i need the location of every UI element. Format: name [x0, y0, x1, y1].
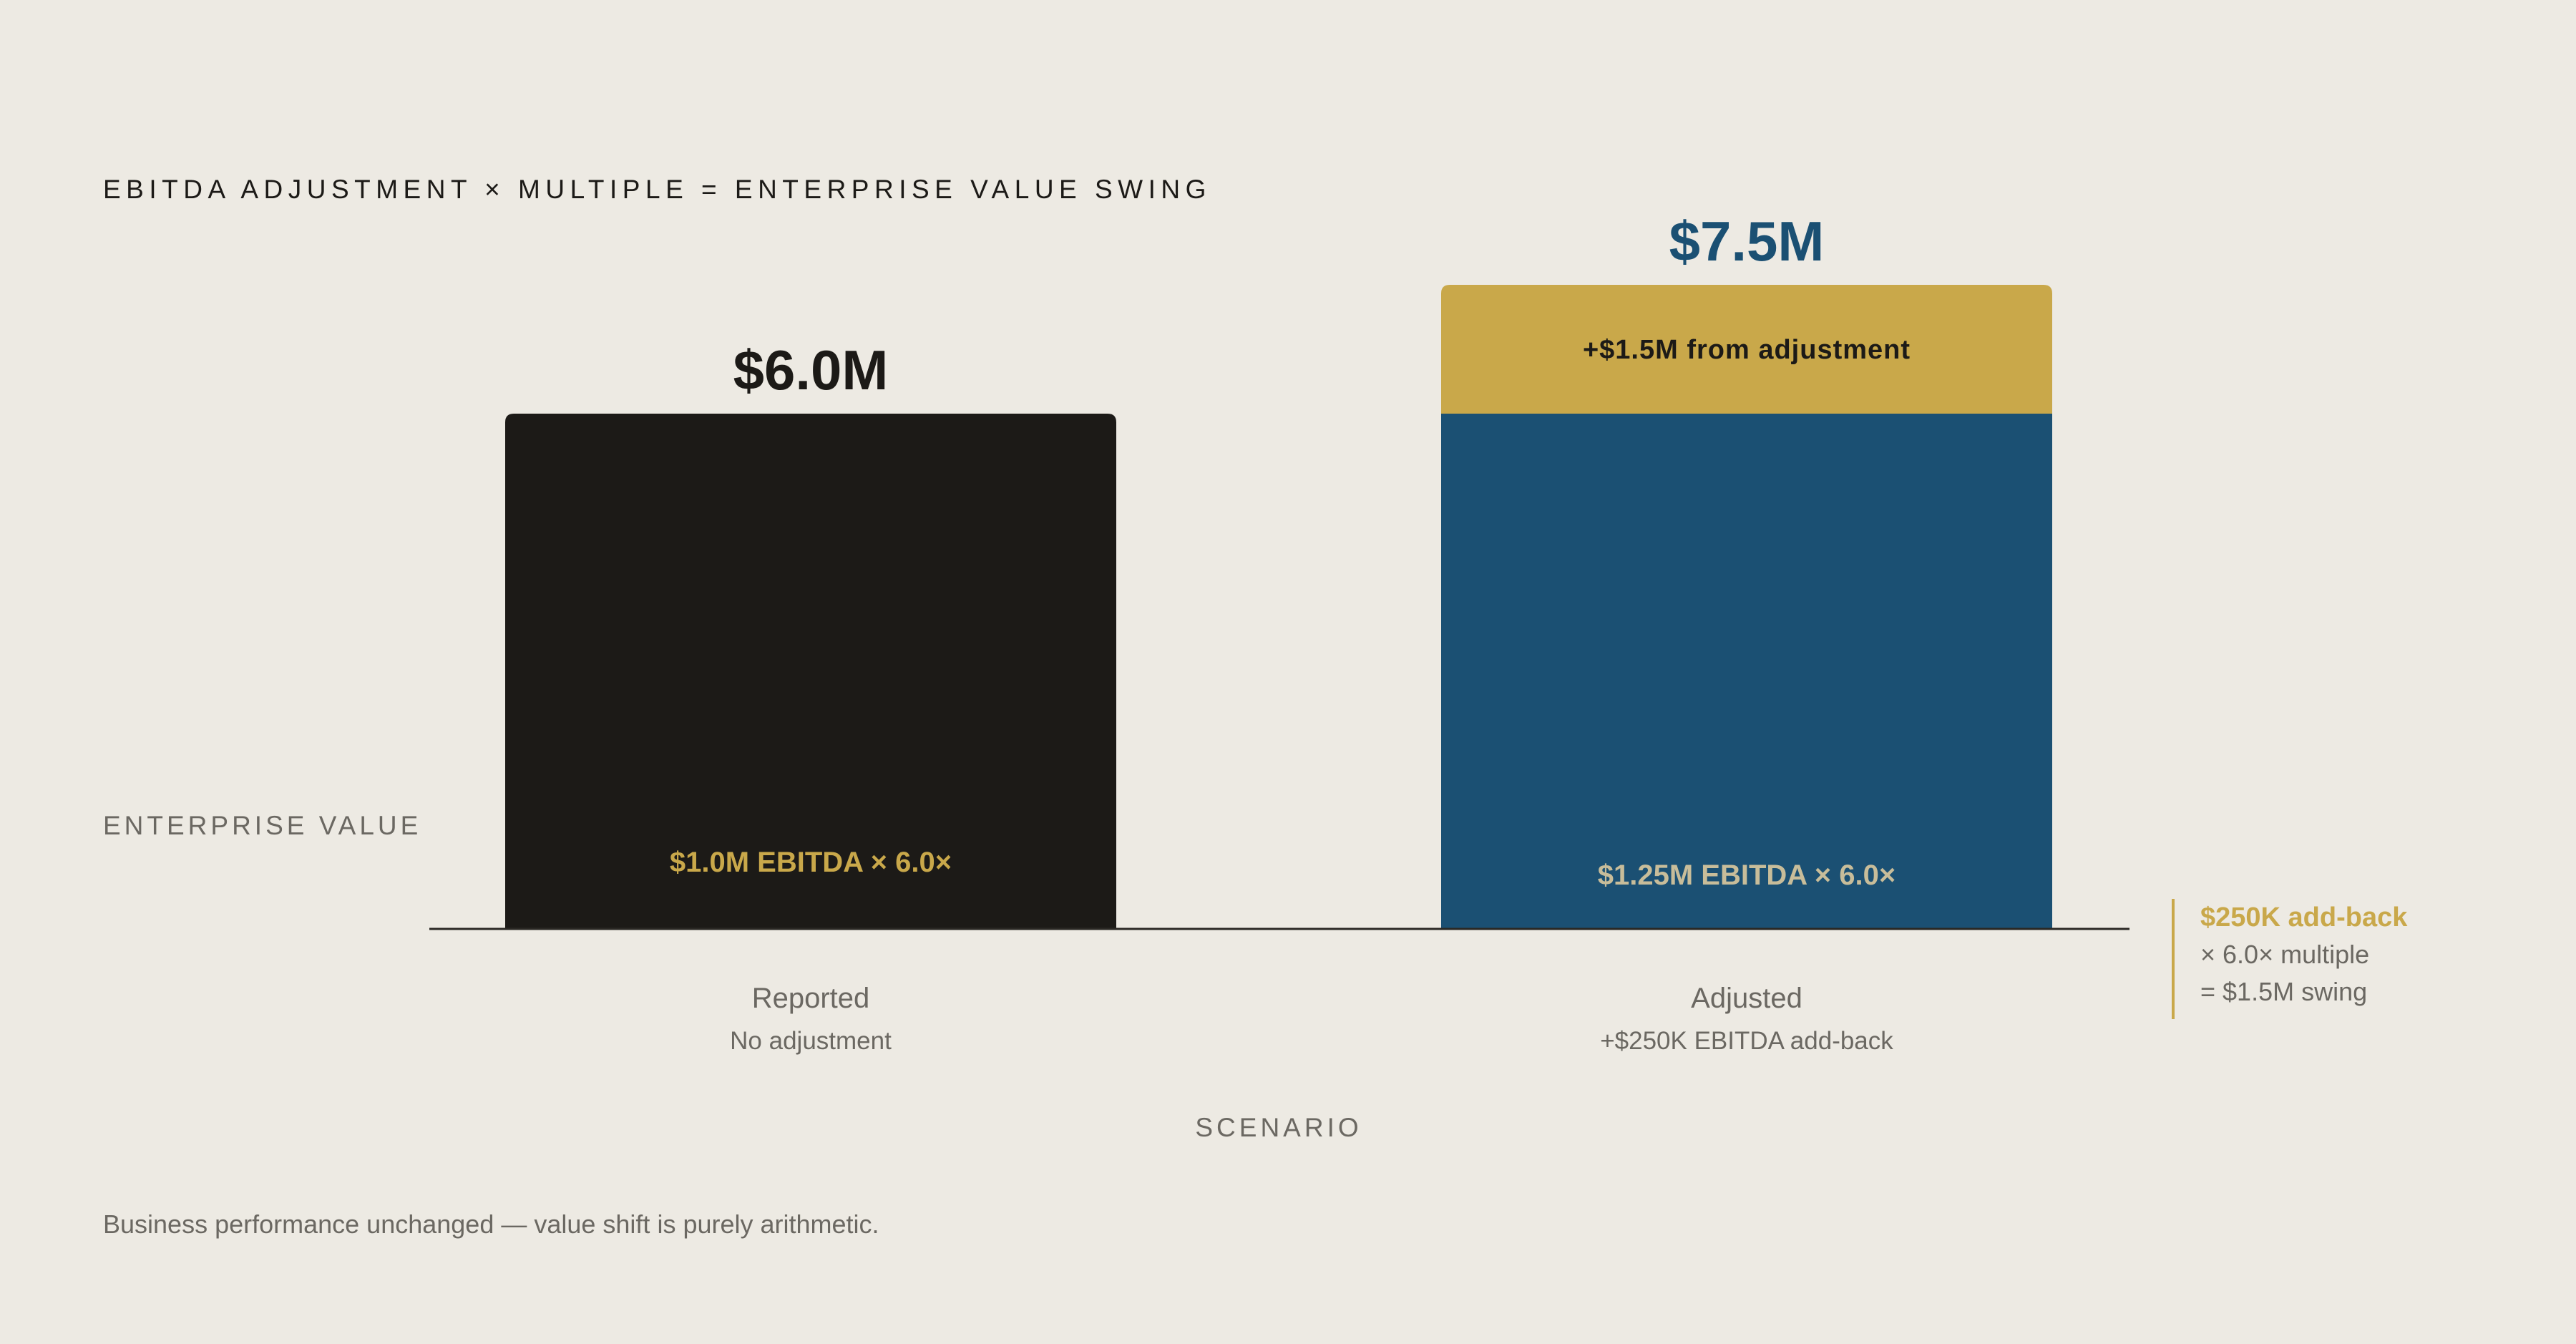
bar-adjusted-adjustment — [1441, 285, 2052, 414]
callout-title: $250K add-back — [2200, 902, 2408, 932]
segment-label-reported-base: $1.0M EBITDA × 6.0× — [670, 847, 952, 878]
callout-multiple: × 6.0× multiple — [2200, 940, 2370, 969]
segment-label-adjustment: +$1.5M from adjustment — [1583, 335, 1911, 365]
add-back-callout: $250K add-back × 6.0× multiple = $1.5M s… — [2172, 899, 2407, 1019]
segment-label-adjusted-base: $1.25M EBITDA × 6.0× — [1598, 860, 1896, 891]
y-axis-label: ENTERPRISE VALUE — [103, 811, 422, 840]
bar-adjusted-base — [1441, 414, 2052, 929]
bar-reported-base — [505, 414, 1116, 929]
x-axis-label: SCENARIO — [1195, 1113, 1362, 1142]
total-label-adjusted: $7.5M — [1669, 210, 1825, 273]
x-tick-sublabel-reported: No adjustment — [730, 1027, 892, 1055]
chart-title: EBITDA ADJUSTMENT × MULTIPLE = ENTERPRIS… — [103, 175, 1211, 204]
x-tick-label-adjusted: Adjusted — [1691, 983, 1802, 1014]
callout-swing: = $1.5M swing — [2200, 977, 2368, 1006]
footnote: Business performance unchanged — value s… — [103, 1209, 879, 1239]
total-label-reported: $6.0M — [733, 339, 889, 401]
x-tick-sublabel-adjusted: +$250K EBITDA add-back — [1600, 1027, 1893, 1055]
x-tick-label-reported: Reported — [752, 983, 870, 1014]
